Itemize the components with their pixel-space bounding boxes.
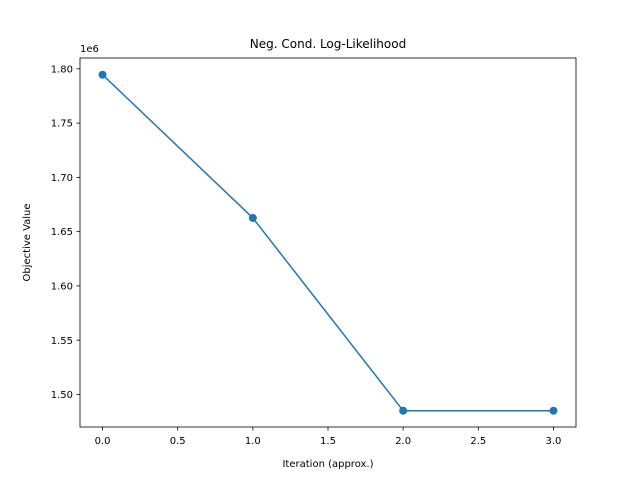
y-axis-label: Objective Value — [22, 203, 33, 281]
y-tick-label: 1.60 — [51, 282, 73, 293]
data-point — [98, 70, 107, 79]
x-tick-label: 1.0 — [245, 436, 261, 447]
plot-frame — [79, 57, 577, 428]
plot-area — [80, 58, 576, 427]
y-tick-label: 1.75 — [51, 119, 73, 130]
y-tick-label: 1.80 — [51, 64, 73, 75]
y-tick-label: 1.50 — [51, 390, 73, 401]
y-tick-label: 1.70 — [51, 173, 73, 184]
y-tick-label: 1.55 — [51, 336, 73, 347]
x-tick-label: 2.5 — [470, 436, 486, 447]
x-tick-label: 1.5 — [320, 436, 336, 447]
x-tick-label: 3.0 — [546, 436, 562, 447]
chart-title: Neg. Cond. Log-Likelihood — [250, 37, 406, 51]
y-tick-label: 1.65 — [51, 227, 73, 238]
y-axis-offset-label: 1e6 — [80, 44, 99, 55]
x-tick-label: 0.0 — [95, 436, 111, 447]
data-point — [399, 406, 408, 415]
data-point — [549, 406, 558, 415]
data-point — [248, 213, 257, 222]
series-line — [102, 74, 554, 412]
y-axis-ticks: 1.50 1.55 1.60 1.65 1.70 1.75 1.80 — [51, 64, 80, 401]
x-axis-label: Iteration (approx.) — [282, 459, 373, 470]
x-tick-label: 0.5 — [170, 436, 186, 447]
x-axis-ticks: 0.0 0.5 1.0 1.5 2.0 2.5 3.0 — [95, 427, 562, 447]
series-layer — [98, 70, 558, 415]
x-tick-label: 2.0 — [395, 436, 411, 447]
